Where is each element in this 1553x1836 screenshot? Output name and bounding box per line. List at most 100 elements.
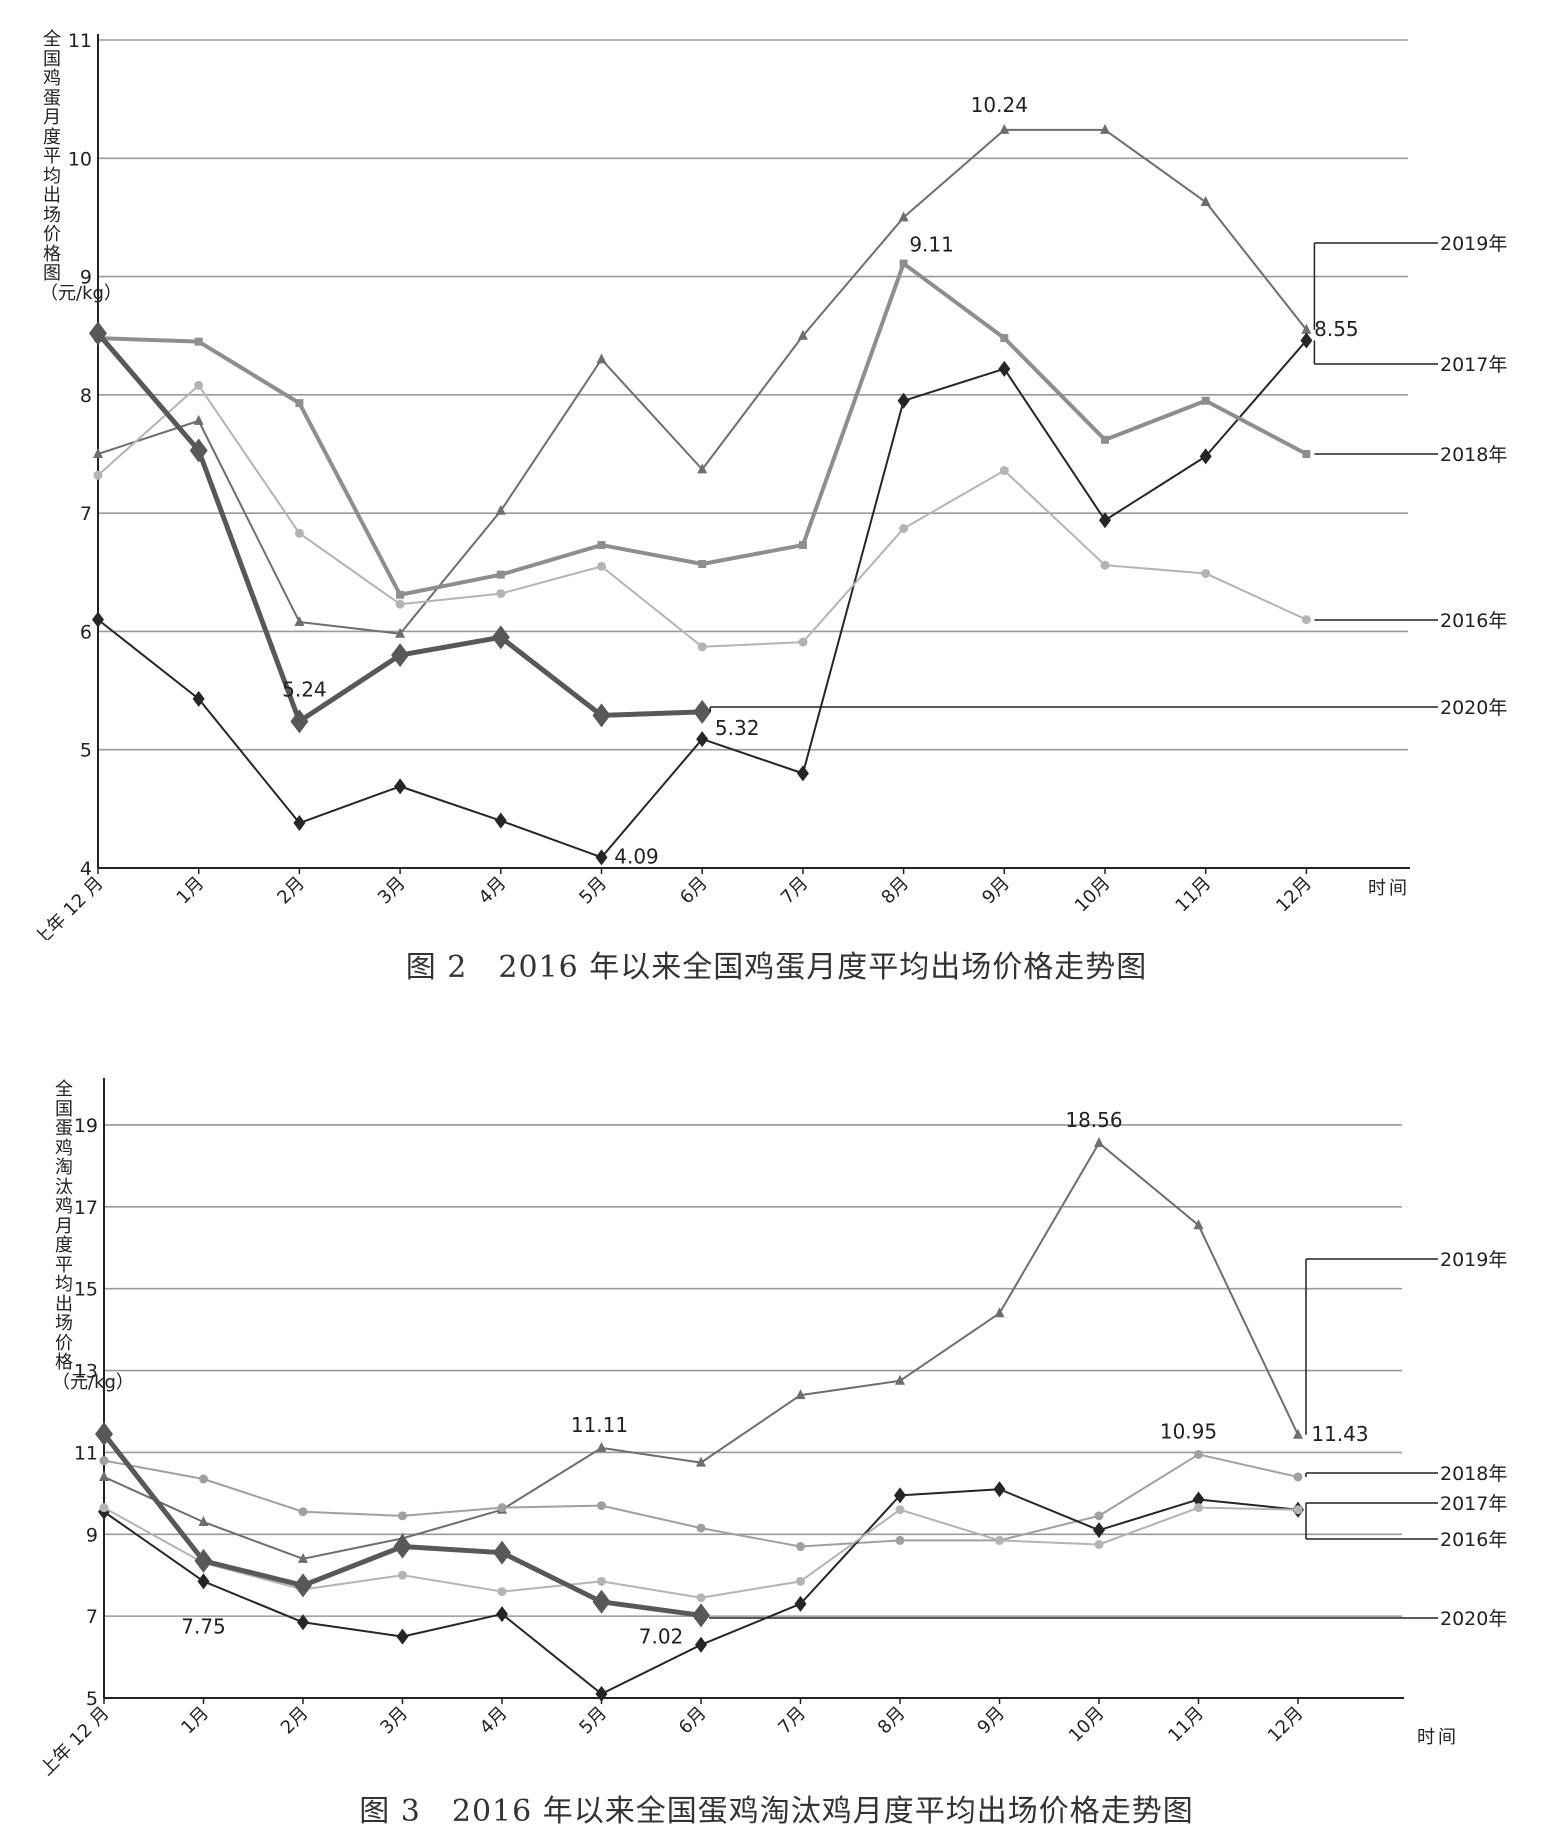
data-point [798, 541, 807, 550]
legend-label: 2019年 [1440, 1249, 1507, 1271]
data-label: 7.02 [639, 1624, 684, 1648]
data-point [1301, 615, 1311, 625]
series-line [102, 1432, 702, 1618]
x-tick-label: 3月 [374, 873, 410, 909]
legend-entry: 2016年 [1305, 1509, 1507, 1551]
legend-label: 2020年 [1440, 697, 1507, 719]
data-point [297, 1614, 309, 1631]
legend-label: 2018年 [1440, 1463, 1507, 1485]
data-label: 4.09 [614, 844, 659, 868]
legend-entry: 2017年 [1313, 340, 1507, 376]
x-tick-label: 5月 [575, 1703, 611, 1739]
y-tick-label: 5 [80, 740, 92, 762]
data-point [1192, 1491, 1205, 1508]
data-point [95, 1421, 113, 1446]
x-tick-label: 6月 [676, 873, 712, 909]
data-point [1201, 568, 1211, 578]
data-point [1300, 332, 1313, 349]
data-point [696, 1523, 706, 1533]
data-point [895, 1505, 905, 1515]
series-2018年 [99, 1449, 1303, 1552]
data-point [1199, 448, 1212, 465]
legend-label: 2019年 [1440, 233, 1507, 255]
y-tick-label: 9 [80, 267, 92, 289]
data-point [796, 765, 809, 782]
y-tick-label: 11 [68, 30, 92, 52]
data-point [1094, 1540, 1104, 1549]
chart-3-svg: 5 7 9 11 13 15 17 19 上年 12 月 1月 2月 3月 4月 5月 6月 7月 8月 9月 10… [36, 1078, 1507, 1780]
data-point [496, 1606, 508, 1623]
figure-caption: 图 2 2016 年以来全国鸡蛋月度平均出场价格走势图 [405, 950, 1148, 985]
legend-label: 2018年 [1440, 444, 1507, 466]
x-tick-label: 9月 [973, 1703, 1009, 1739]
data-point [1293, 1428, 1303, 1439]
data-label: 5.24 [282, 677, 327, 701]
data-label: 11.43 [1311, 1422, 1368, 1446]
x-ticks: 上年 12 月 1月 2月 3月 4月 5月 6月 7月 8月 9月 10月 11月 12月 [36, 1698, 1308, 1780]
data-point [194, 380, 204, 390]
data-point [796, 1576, 805, 1586]
x-axis-label: 时间 [1368, 878, 1410, 899]
y-tick-label: 13 [74, 1361, 98, 1383]
data-point [595, 1685, 608, 1702]
series-2020年 [95, 1421, 710, 1628]
data-point [798, 637, 808, 647]
x-tick-label: 8月 [877, 873, 913, 909]
legend-entry: 2018年 [1314, 444, 1507, 466]
series-2019年 [93, 123, 1312, 638]
data-point [1302, 450, 1311, 458]
data-point [398, 1511, 407, 1521]
data-point [395, 599, 405, 609]
y-tick-label: 17 [74, 1197, 98, 1219]
y-tick-label: 7 [86, 1606, 98, 1628]
x-tick-label: 上年 12 月 [30, 873, 107, 940]
legend-entry: 2019年 [1305, 1249, 1507, 1435]
series-2019年 [99, 1136, 1303, 1563]
data-point [697, 463, 708, 474]
series-line [103, 1488, 1299, 1695]
data-point [1000, 334, 1009, 343]
x-tick-label: 上年 12 月 [36, 1703, 113, 1780]
data-point [994, 1307, 1005, 1318]
x-tick-label: 2月 [273, 873, 309, 909]
data-point [797, 329, 808, 340]
data-label: 5.32 [715, 716, 760, 740]
data-point [194, 337, 203, 346]
x-tick-label: 8月 [874, 1703, 910, 1739]
data-point [894, 1487, 906, 1504]
data-point [696, 731, 709, 748]
y-tick-label: 10 [68, 148, 92, 170]
data-point [1093, 1522, 1105, 1539]
legend-label: 2020年 [1440, 1608, 1507, 1630]
data-point [898, 211, 909, 222]
data-point [194, 1548, 213, 1573]
x-tick-label: 3月 [376, 1703, 412, 1739]
figure-caption: 图 3 2016 年以来全国蛋鸡淘汰鸡月度平均出场价格走势图 [359, 1794, 1194, 1829]
x-tick-label: 6月 [675, 1703, 711, 1739]
data-label: 18.56 [1065, 1108, 1122, 1132]
x-tick-label: 7月 [774, 1703, 810, 1739]
data-point [99, 1503, 109, 1513]
data-point [495, 504, 506, 515]
figure-2: 4 5 6 7 8 9 10 11 上年 12 月 1月 2月 3月 4月 5月 6月 7月 8月 9月 10月 11… [30, 30, 1507, 985]
series-line [103, 1506, 1299, 1599]
data-point [497, 1587, 507, 1597]
x-tick-label: 12月 [1272, 873, 1316, 917]
data-point [692, 1603, 710, 1628]
legend-entry: 2018年 [1305, 1463, 1507, 1485]
legend-entry: 2020年 [709, 1608, 1507, 1630]
data-point [693, 699, 712, 724]
x-tick-label: 5月 [575, 873, 611, 909]
series-line [97, 384, 1307, 648]
x-tick-label: 1月 [173, 873, 209, 909]
data-point [592, 703, 611, 728]
series-2020年 [89, 321, 712, 734]
data-point [493, 1540, 511, 1565]
data-point [794, 1595, 807, 1612]
y-tick-label: 8 [80, 385, 92, 407]
y-tick-label: 5 [86, 1688, 98, 1710]
y-tick-label: 6 [80, 621, 92, 643]
data-point [93, 448, 103, 458]
data-point [496, 570, 505, 579]
legend-label: 2017年 [1440, 354, 1507, 376]
